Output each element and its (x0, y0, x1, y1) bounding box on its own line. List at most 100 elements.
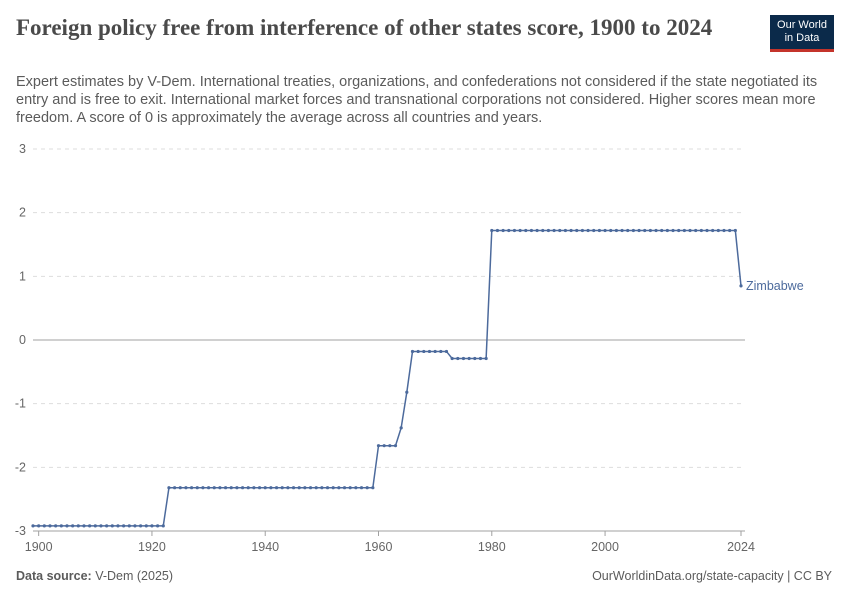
data-point (461, 356, 466, 361)
data-point (263, 486, 267, 490)
data-point (110, 524, 114, 528)
data-point (682, 228, 686, 233)
data-point (626, 228, 630, 233)
data-point (212, 486, 216, 490)
data-point (439, 349, 443, 354)
data-point (478, 356, 483, 361)
data-point (620, 228, 624, 233)
series-line-zimbabwe (33, 229, 742, 527)
y-tick-label: 2 (19, 206, 26, 220)
data-point (456, 356, 460, 361)
data-point (467, 356, 471, 361)
data-point (257, 486, 262, 490)
x-tick-label: 2024 (727, 540, 755, 554)
data-point (512, 228, 517, 233)
data-point (541, 228, 545, 233)
data-source: Data source: V-Dem (2025) (16, 569, 173, 583)
data-point (156, 524, 160, 528)
data-point (711, 228, 715, 233)
data-point (382, 444, 386, 448)
data-point (59, 524, 63, 528)
data-point (569, 228, 573, 233)
data-point (422, 349, 426, 354)
data-point (37, 524, 41, 528)
data-point (699, 228, 703, 233)
data-point (733, 228, 737, 233)
data-point (614, 228, 618, 233)
data-point (252, 486, 256, 490)
y-tick-label: 0 (19, 333, 26, 347)
data-point (631, 228, 635, 233)
data-point (524, 228, 528, 233)
data-point (495, 228, 500, 233)
data-point (507, 228, 511, 233)
data-point (603, 228, 607, 233)
data-point (354, 486, 358, 490)
data-point (314, 486, 318, 490)
data-point (722, 228, 726, 233)
data-point (223, 486, 228, 490)
data-point (518, 228, 522, 233)
data-point (677, 228, 681, 233)
y-tick-label: -3 (15, 524, 26, 538)
data-source-value[interactable]: V-Dem (2025) (95, 569, 174, 583)
data-point (178, 486, 182, 490)
data-point (660, 228, 664, 233)
data-point (586, 228, 590, 233)
data-point (82, 524, 86, 528)
data-point (42, 524, 46, 528)
data-point (597, 228, 602, 233)
data-point (116, 524, 120, 528)
data-point (563, 228, 568, 233)
data-point (688, 228, 692, 233)
data-point (705, 228, 709, 233)
data-point (139, 524, 143, 528)
x-tick-label: 1960 (365, 540, 393, 554)
data-point (48, 524, 52, 528)
data-point (246, 486, 250, 490)
y-tick-label: -2 (15, 460, 26, 474)
data-point (490, 228, 494, 233)
data-point (716, 228, 720, 233)
data-point (229, 486, 233, 490)
data-point (739, 284, 743, 288)
data-point (201, 486, 205, 490)
data-point (592, 228, 596, 233)
data-point (473, 356, 477, 361)
data-point (665, 228, 669, 233)
data-point (433, 349, 437, 354)
data-point (144, 524, 148, 528)
data-point (269, 486, 273, 490)
data-point (127, 524, 131, 528)
footer-link[interactable]: OurWorldinData.org/state-capacity | CC B… (592, 569, 832, 583)
data-point (189, 486, 194, 490)
data-point (65, 524, 69, 528)
data-point (88, 524, 92, 528)
data-point (529, 228, 534, 233)
data-point (133, 524, 137, 528)
data-point (444, 349, 449, 354)
data-point (348, 486, 352, 490)
data-point (286, 486, 290, 490)
data-point (410, 349, 415, 354)
data-point (342, 486, 347, 490)
data-point (546, 228, 551, 233)
y-tick-label: -1 (15, 397, 26, 411)
data-point (399, 426, 403, 430)
data-point (235, 486, 239, 490)
data-point (167, 486, 171, 490)
data-point (71, 524, 75, 528)
data-point (297, 486, 301, 490)
data-source-label: Data source: (16, 569, 92, 583)
data-point (303, 486, 307, 490)
logo-line-2: in Data (784, 32, 820, 44)
data-point (240, 486, 245, 490)
data-point (558, 228, 562, 233)
data-point (365, 486, 369, 490)
chart-title: Foreign policy free from interference of… (16, 15, 713, 40)
x-tick-label: 1940 (251, 540, 279, 554)
data-point (609, 228, 613, 233)
owid-logo[interactable]: Our World in Data (770, 15, 834, 52)
data-point (206, 486, 211, 490)
x-tick-label: 1980 (478, 540, 506, 554)
